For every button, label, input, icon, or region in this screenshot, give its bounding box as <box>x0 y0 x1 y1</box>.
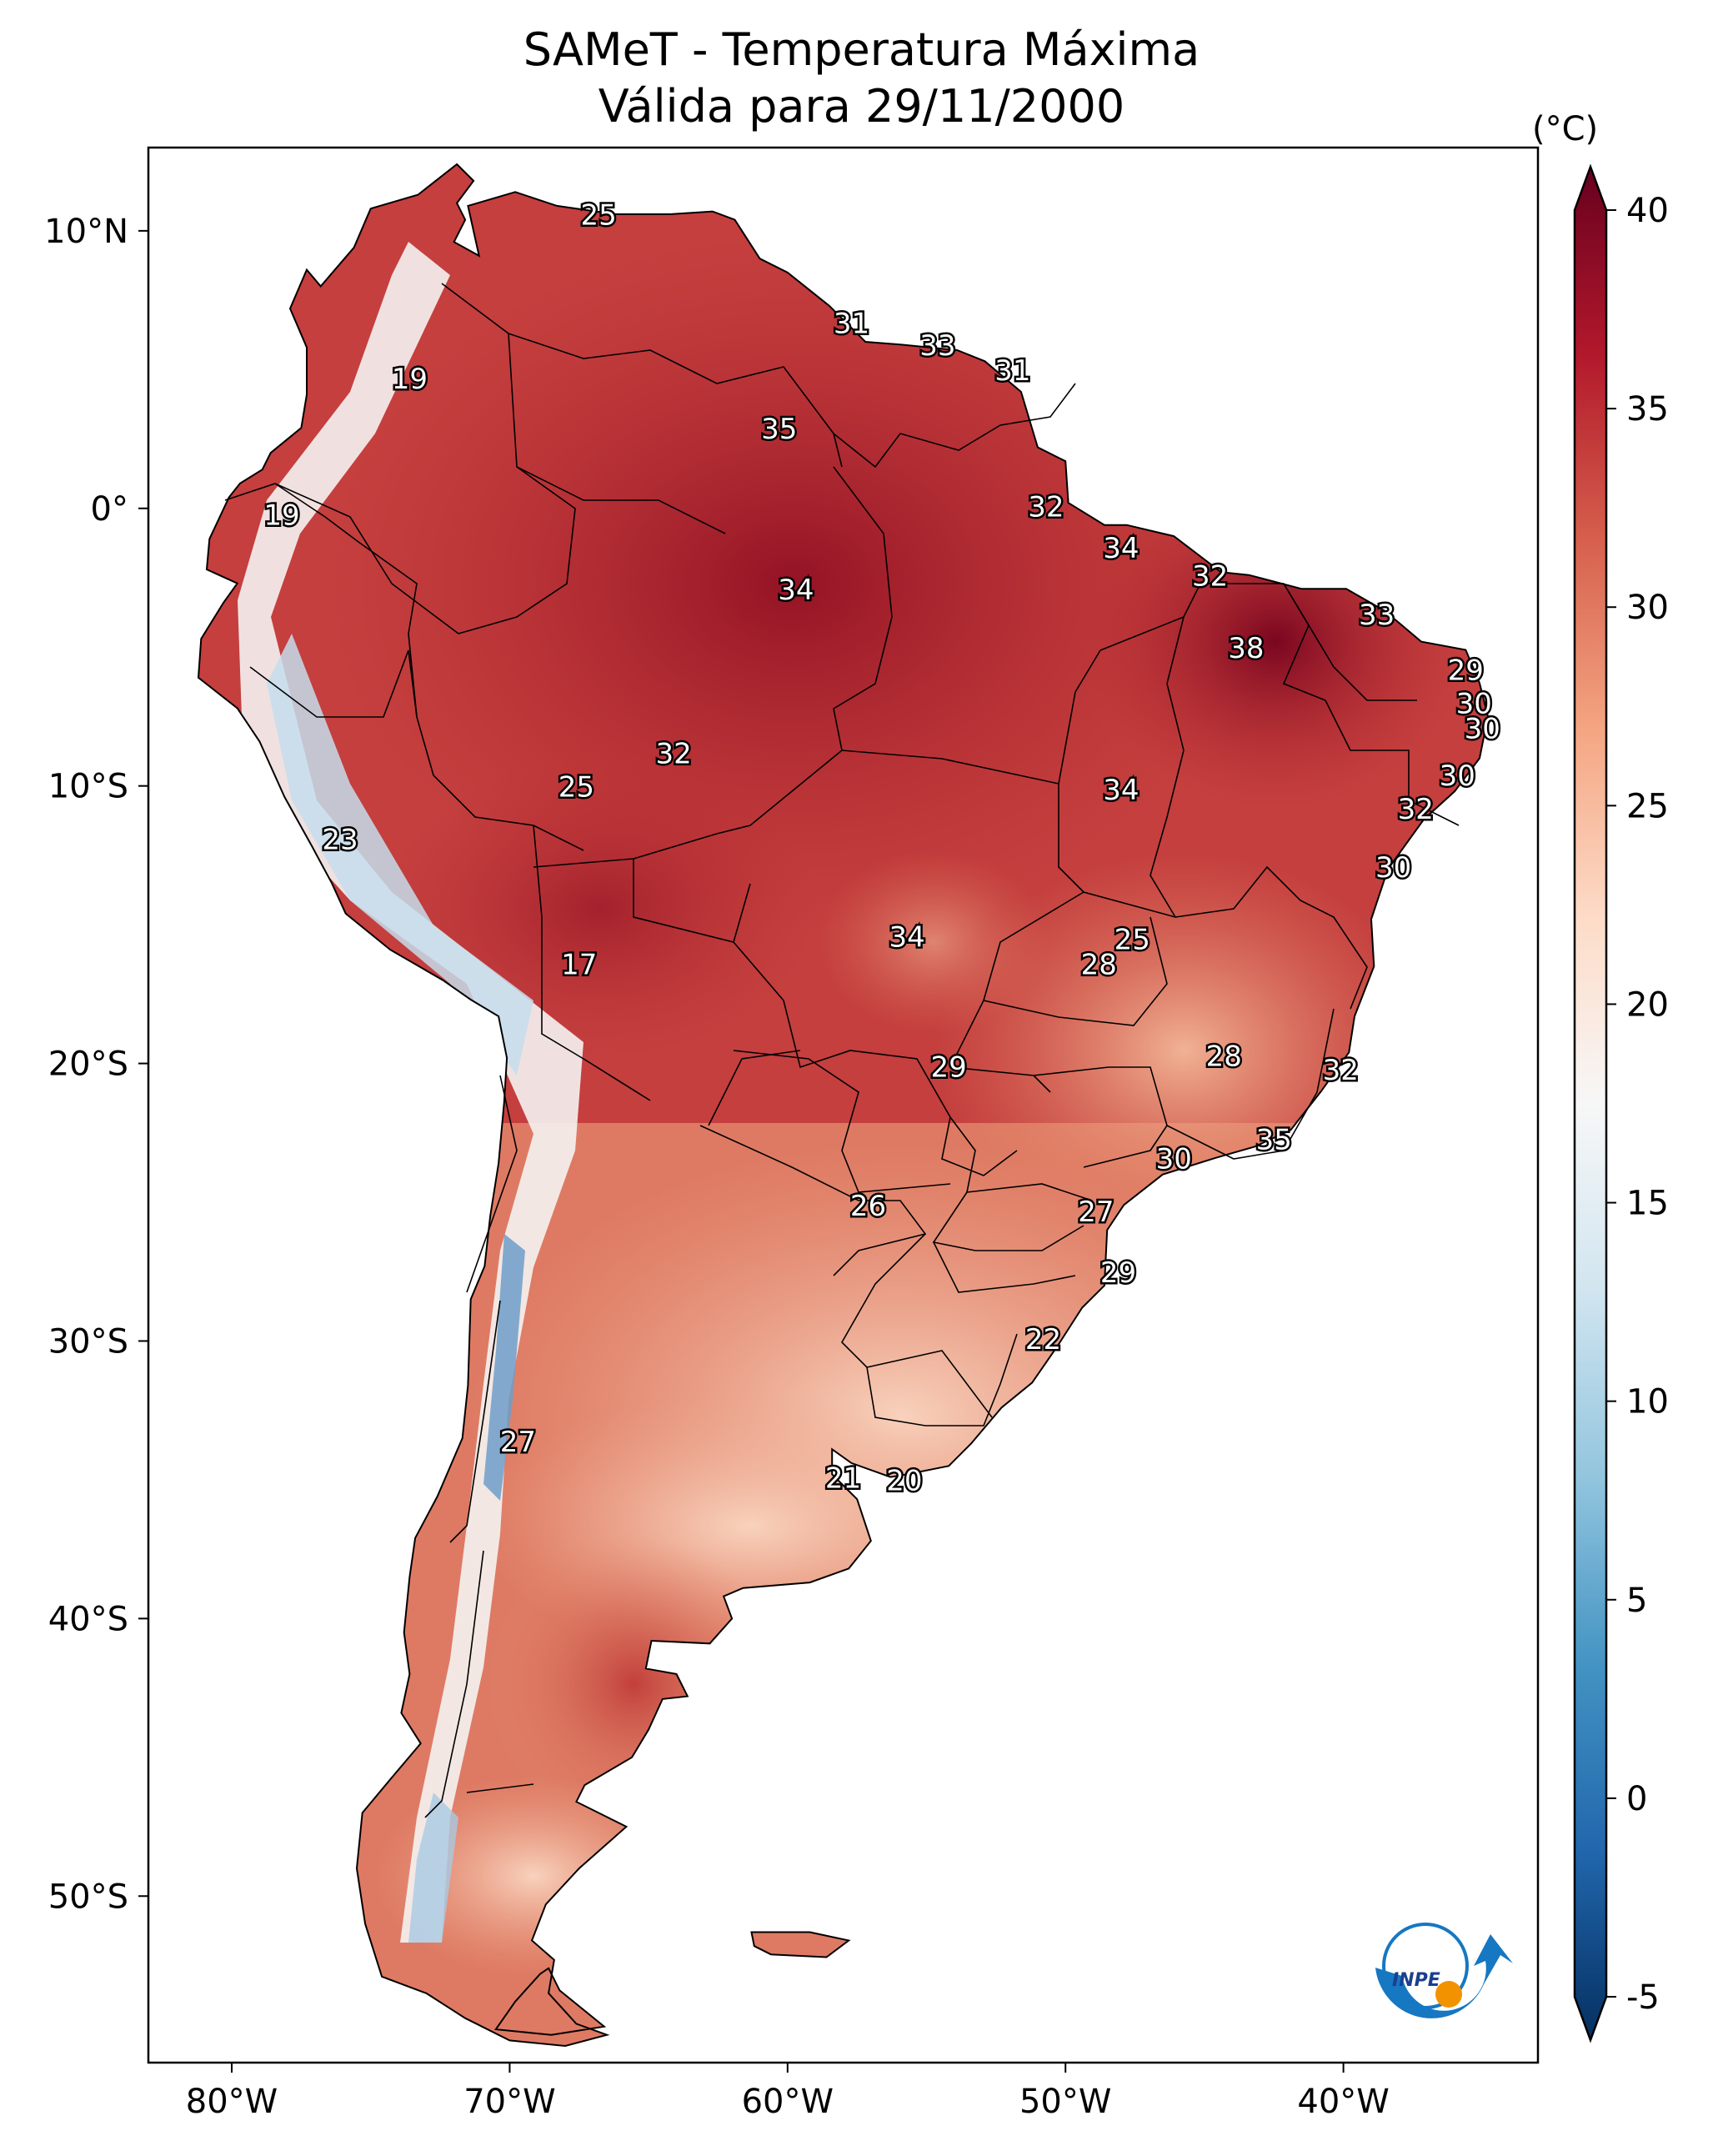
map-title: SAMeT - Temperatura Máxima <box>523 23 1200 76</box>
colorbar-tick-label: 15 <box>1626 1185 1669 1223</box>
colorbar: -5 0 5 10 15 20 25 30 35 40 <box>1573 163 1669 2043</box>
contour-label: 20 <box>886 1465 922 1498</box>
contour-label: 30 <box>1375 851 1411 885</box>
contour-label: 25 <box>558 770 594 804</box>
contour-label: 30 <box>1456 688 1492 721</box>
colorbar-unit-label: (°C) <box>1532 110 1599 148</box>
colorbar-tick-label: 5 <box>1626 1582 1647 1620</box>
colorbar-tick-label: 40 <box>1626 192 1669 230</box>
contour-label: 22 <box>1025 1323 1061 1356</box>
colorbar-tick-label: 35 <box>1626 390 1669 429</box>
contour-label: 34 <box>889 920 925 954</box>
contour-label: 32 <box>1192 559 1228 593</box>
contour-label: 32 <box>1323 1054 1359 1087</box>
contour-label: 32 <box>655 738 691 771</box>
contour-label: 33 <box>919 329 955 363</box>
colorbar-tick-label: -5 <box>1626 1978 1660 2017</box>
contour-label: 26 <box>850 1190 886 1223</box>
map-subtitle: Válida para 29/11/2000 <box>598 80 1125 133</box>
contour-label: 35 <box>1256 1123 1292 1156</box>
contour-label: 34 <box>1103 532 1139 565</box>
contour-label: 23 <box>322 824 358 857</box>
contour-label: 21 <box>825 1462 861 1495</box>
coastline <box>197 163 1490 2048</box>
colorbar-tick-label: 25 <box>1626 787 1669 825</box>
inpe-logo: INPE <box>1375 1923 1513 2018</box>
contour-label: 30 <box>1440 760 1475 793</box>
contour-label: 31 <box>994 354 1030 388</box>
contour-label: 19 <box>392 363 428 396</box>
y-axis: 10°N 0° 10°S 20°S 30°S 40°S 50°S <box>44 213 148 1916</box>
y-tick-label: 0° <box>91 490 128 529</box>
contour-label: 29 <box>931 1051 967 1085</box>
colorbar-tick-label: 10 <box>1626 1383 1669 1421</box>
contour-label: 29 <box>1100 1256 1136 1290</box>
colorbar-tick-label: 20 <box>1626 985 1669 1024</box>
contour-label: 31 <box>834 308 869 341</box>
contour-label: 27 <box>500 1426 536 1459</box>
y-tick-label: 50°S <box>48 1878 128 1916</box>
y-tick-label: 30°S <box>48 1322 128 1361</box>
y-tick-label: 40°S <box>48 1600 128 1638</box>
y-tick-label: 20°S <box>48 1045 128 1084</box>
colorbar-tick-label: 0 <box>1626 1780 1647 1818</box>
colorbar-tick-label: 30 <box>1626 589 1669 627</box>
contour-label: 27 <box>1078 1196 1114 1229</box>
svg-text:INPE: INPE <box>1392 1970 1440 1991</box>
political-borders <box>224 283 1460 1818</box>
y-tick-label: 10°N <box>44 213 128 251</box>
x-tick-label: 70°W <box>463 2083 555 2121</box>
x-tick-label: 80°W <box>186 2083 278 2121</box>
x-axis: 80°W 70°W 60°W 50°W 40°W <box>186 2063 1390 2121</box>
contour-label: 35 <box>761 413 797 446</box>
y-tick-label: 10°S <box>48 768 128 806</box>
contour-label: 30 <box>1465 713 1500 746</box>
x-tick-label: 40°W <box>1297 2083 1389 2121</box>
contour-label: 28 <box>1206 1040 1242 1073</box>
contour-label: 25 <box>580 199 616 233</box>
contour-label: 17 <box>561 949 597 982</box>
contour-label: 29 <box>1448 654 1484 688</box>
contour-label: 30 <box>1156 1143 1192 1176</box>
contour-label: 34 <box>1103 774 1139 807</box>
contour-label: 32 <box>1398 793 1434 826</box>
contour-label: 34 <box>778 574 814 607</box>
contour-label: 28 <box>1081 949 1117 982</box>
x-tick-label: 60°W <box>742 2083 834 2121</box>
x-tick-label: 50°W <box>1019 2083 1111 2121</box>
contour-label: 32 <box>1028 490 1064 524</box>
contour-label: 38 <box>1228 632 1264 665</box>
contour-label: 19 <box>263 499 299 532</box>
contour-label: 33 <box>1359 599 1395 632</box>
contour-label: 25 <box>1114 924 1150 957</box>
